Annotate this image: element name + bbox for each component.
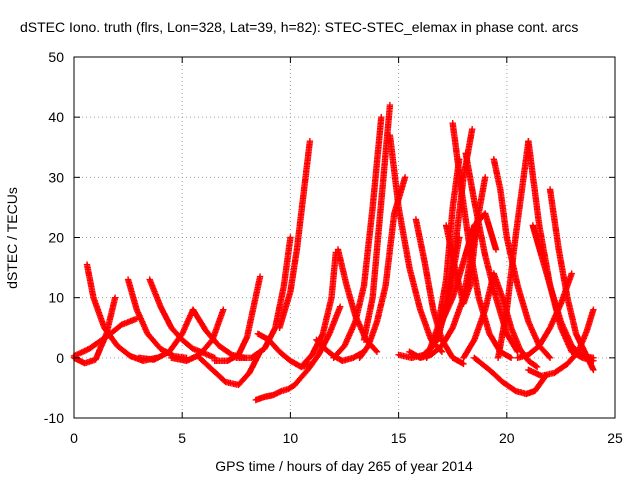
x-axis-label: GPS time / hours of day 265 of year 2014 xyxy=(215,458,473,474)
series-arc-21 xyxy=(360,101,394,343)
series-arc-31 xyxy=(490,156,554,361)
series-arc-11 xyxy=(252,381,298,404)
series-arc-10 xyxy=(211,273,264,364)
series-arc-32 xyxy=(471,354,549,398)
series-arc-13 xyxy=(254,330,316,371)
series-arc-33 xyxy=(494,138,532,361)
y-tick-label: 20 xyxy=(48,230,64,246)
y-tick-label: 50 xyxy=(48,49,64,65)
x-tick-label: 15 xyxy=(391,430,407,446)
series-layer xyxy=(70,101,597,404)
series-arc-15 xyxy=(291,303,344,389)
ticks xyxy=(73,56,616,419)
series-arc-14 xyxy=(276,138,314,331)
series-arc-22 xyxy=(386,132,446,355)
y-tick-label: 10 xyxy=(48,290,64,306)
y-axis-label: dSTEC / TECUs xyxy=(4,187,20,289)
series-arc-9 xyxy=(196,348,264,389)
series-arc-7 xyxy=(168,306,227,364)
x-tick-label: 20 xyxy=(499,430,515,446)
y-tick-label: 0 xyxy=(56,350,64,366)
x-tick-label: 10 xyxy=(283,430,299,446)
x-tick-label: 25 xyxy=(607,430,623,446)
series-arc-19 xyxy=(330,114,385,361)
series-arc-40 xyxy=(406,174,489,361)
y-tick-label: 30 xyxy=(48,169,64,185)
series-arc-16 xyxy=(298,249,339,371)
x-tick-label: 0 xyxy=(70,430,78,446)
series-arc-12 xyxy=(233,234,294,361)
series-arc-37 xyxy=(525,306,597,380)
series-arc-38 xyxy=(514,270,575,361)
tick-labels: 0 5 10 15 20 25 -10 0 10 20 30 40 50 xyxy=(44,49,623,446)
series-arc-6 xyxy=(135,306,197,363)
y-tick-label: -10 xyxy=(44,410,64,426)
y-tick-label: 40 xyxy=(48,109,64,125)
chart-title: dSTEC Iono. truth (flrs, Lon=328, Lat=39… xyxy=(20,19,578,35)
x-tick-label: 5 xyxy=(178,430,186,446)
